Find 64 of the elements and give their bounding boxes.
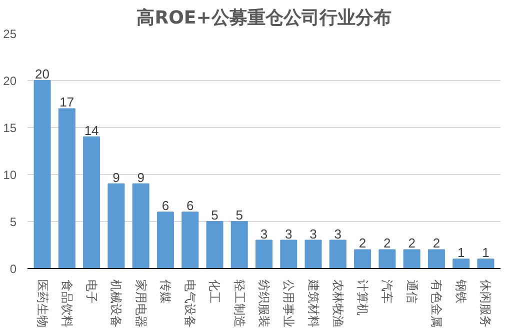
data-label: 9 bbox=[112, 170, 120, 185]
x-tick-label: 家用电器 bbox=[134, 280, 148, 328]
x-tick-label: 电子 bbox=[84, 280, 99, 304]
x-tick-label: 传媒 bbox=[158, 280, 172, 304]
bar bbox=[304, 240, 322, 268]
x-tick-label: 建筑材料 bbox=[306, 278, 320, 328]
bar bbox=[182, 212, 199, 268]
bar bbox=[354, 249, 372, 268]
data-label: 5 bbox=[211, 208, 218, 222]
y-tick-label: 15 bbox=[3, 121, 17, 135]
bar bbox=[378, 249, 396, 268]
x-tick-label: 休闲服务 bbox=[478, 280, 493, 328]
bar bbox=[156, 212, 174, 268]
bar bbox=[329, 240, 346, 268]
data-label: 6 bbox=[162, 198, 170, 214]
x-tick-label: 机械设备 bbox=[109, 280, 124, 328]
x-tick-label: 公用事业 bbox=[282, 280, 296, 328]
x-tick-label: 有色金属 bbox=[429, 280, 444, 328]
data-label: 2 bbox=[358, 236, 366, 251]
data-label: 3 bbox=[310, 226, 317, 242]
bar bbox=[280, 240, 298, 268]
x-tick-label: 轻工制造 bbox=[232, 280, 246, 328]
y-tick-label: 20 bbox=[3, 74, 17, 88]
data-label: 5 bbox=[236, 208, 243, 222]
x-tick-label: 钢铁 bbox=[454, 278, 468, 304]
bar bbox=[108, 183, 125, 268]
bar bbox=[132, 183, 150, 268]
data-label: 3 bbox=[334, 226, 342, 242]
data-label: 3 bbox=[285, 226, 292, 242]
data-label: 2 bbox=[432, 236, 440, 251]
x-tick-label: 农林牧渔 bbox=[330, 280, 345, 328]
bar bbox=[255, 240, 273, 268]
x-tick-label: 食品饮料 bbox=[60, 280, 74, 328]
data-label: 14 bbox=[84, 122, 99, 138]
chart-title: 高ROE+公募重仓公司行业分布 bbox=[136, 8, 392, 28]
data-label: 20 bbox=[35, 66, 50, 82]
y-tick-label: 25 bbox=[3, 27, 17, 41]
bar bbox=[83, 136, 100, 268]
x-tick-label: 医药生物 bbox=[35, 280, 50, 328]
bar bbox=[34, 80, 51, 268]
bar bbox=[428, 249, 445, 268]
y-tick-label: 0 bbox=[10, 262, 17, 276]
x-tick-label: 化工 bbox=[208, 280, 222, 304]
data-label: 3 bbox=[260, 226, 268, 242]
data-label: 2 bbox=[408, 236, 416, 251]
bar bbox=[403, 249, 420, 268]
bar bbox=[477, 258, 494, 268]
x-tick-label: 汽车 bbox=[380, 280, 394, 304]
data-label: 17 bbox=[60, 94, 74, 110]
data-label: 6 bbox=[186, 198, 194, 214]
bar bbox=[230, 221, 248, 268]
x-tick-label: 通信 bbox=[404, 280, 419, 304]
data-label: 1 bbox=[457, 245, 465, 260]
x-tick-label: 纺织服装 bbox=[257, 280, 271, 328]
bar bbox=[58, 108, 76, 268]
bar bbox=[452, 258, 470, 268]
data-label: 9 bbox=[137, 170, 144, 185]
data-label: 2 bbox=[384, 236, 391, 251]
y-tick-label: 10 bbox=[3, 168, 17, 182]
data-label: 1 bbox=[482, 245, 490, 260]
x-tick-label: 计算机 bbox=[356, 280, 370, 316]
y-tick-label: 5 bbox=[10, 215, 17, 229]
x-tick-label: 电气设备 bbox=[183, 280, 198, 328]
bar bbox=[206, 221, 224, 268]
